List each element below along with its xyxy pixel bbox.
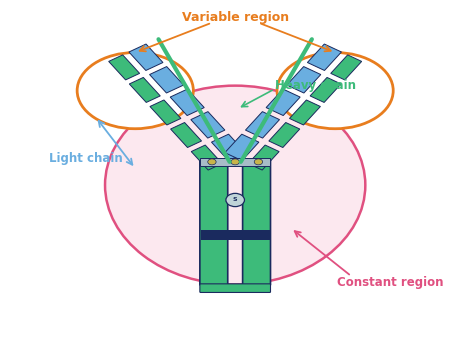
Text: Variable region: Variable region <box>182 11 289 24</box>
Circle shape <box>226 193 245 207</box>
Polygon shape <box>150 67 183 93</box>
Circle shape <box>254 159 263 165</box>
Polygon shape <box>211 134 246 161</box>
FancyBboxPatch shape <box>243 159 271 285</box>
Text: Heavy chain: Heavy chain <box>275 79 356 92</box>
Polygon shape <box>191 112 225 138</box>
Polygon shape <box>290 100 320 125</box>
Bar <box>201 158 270 165</box>
Polygon shape <box>331 55 362 80</box>
Polygon shape <box>225 134 259 161</box>
Polygon shape <box>171 123 201 148</box>
Polygon shape <box>266 89 300 116</box>
Text: Constant region: Constant region <box>337 276 444 289</box>
Polygon shape <box>269 123 300 148</box>
Ellipse shape <box>77 53 193 129</box>
Polygon shape <box>308 44 341 70</box>
Polygon shape <box>191 145 222 170</box>
Polygon shape <box>246 112 280 138</box>
Text: Light chain: Light chain <box>49 152 123 165</box>
Polygon shape <box>129 78 160 102</box>
Polygon shape <box>170 89 204 116</box>
Circle shape <box>231 159 239 165</box>
Bar <box>201 231 270 240</box>
Polygon shape <box>129 44 163 70</box>
Polygon shape <box>150 100 181 125</box>
Text: S: S <box>233 197 237 203</box>
FancyBboxPatch shape <box>200 159 228 285</box>
Ellipse shape <box>105 86 365 284</box>
Polygon shape <box>248 145 279 170</box>
Polygon shape <box>310 78 341 102</box>
Polygon shape <box>287 67 321 93</box>
FancyBboxPatch shape <box>200 284 271 293</box>
Polygon shape <box>109 55 140 80</box>
Circle shape <box>208 159 216 165</box>
Ellipse shape <box>277 53 393 129</box>
